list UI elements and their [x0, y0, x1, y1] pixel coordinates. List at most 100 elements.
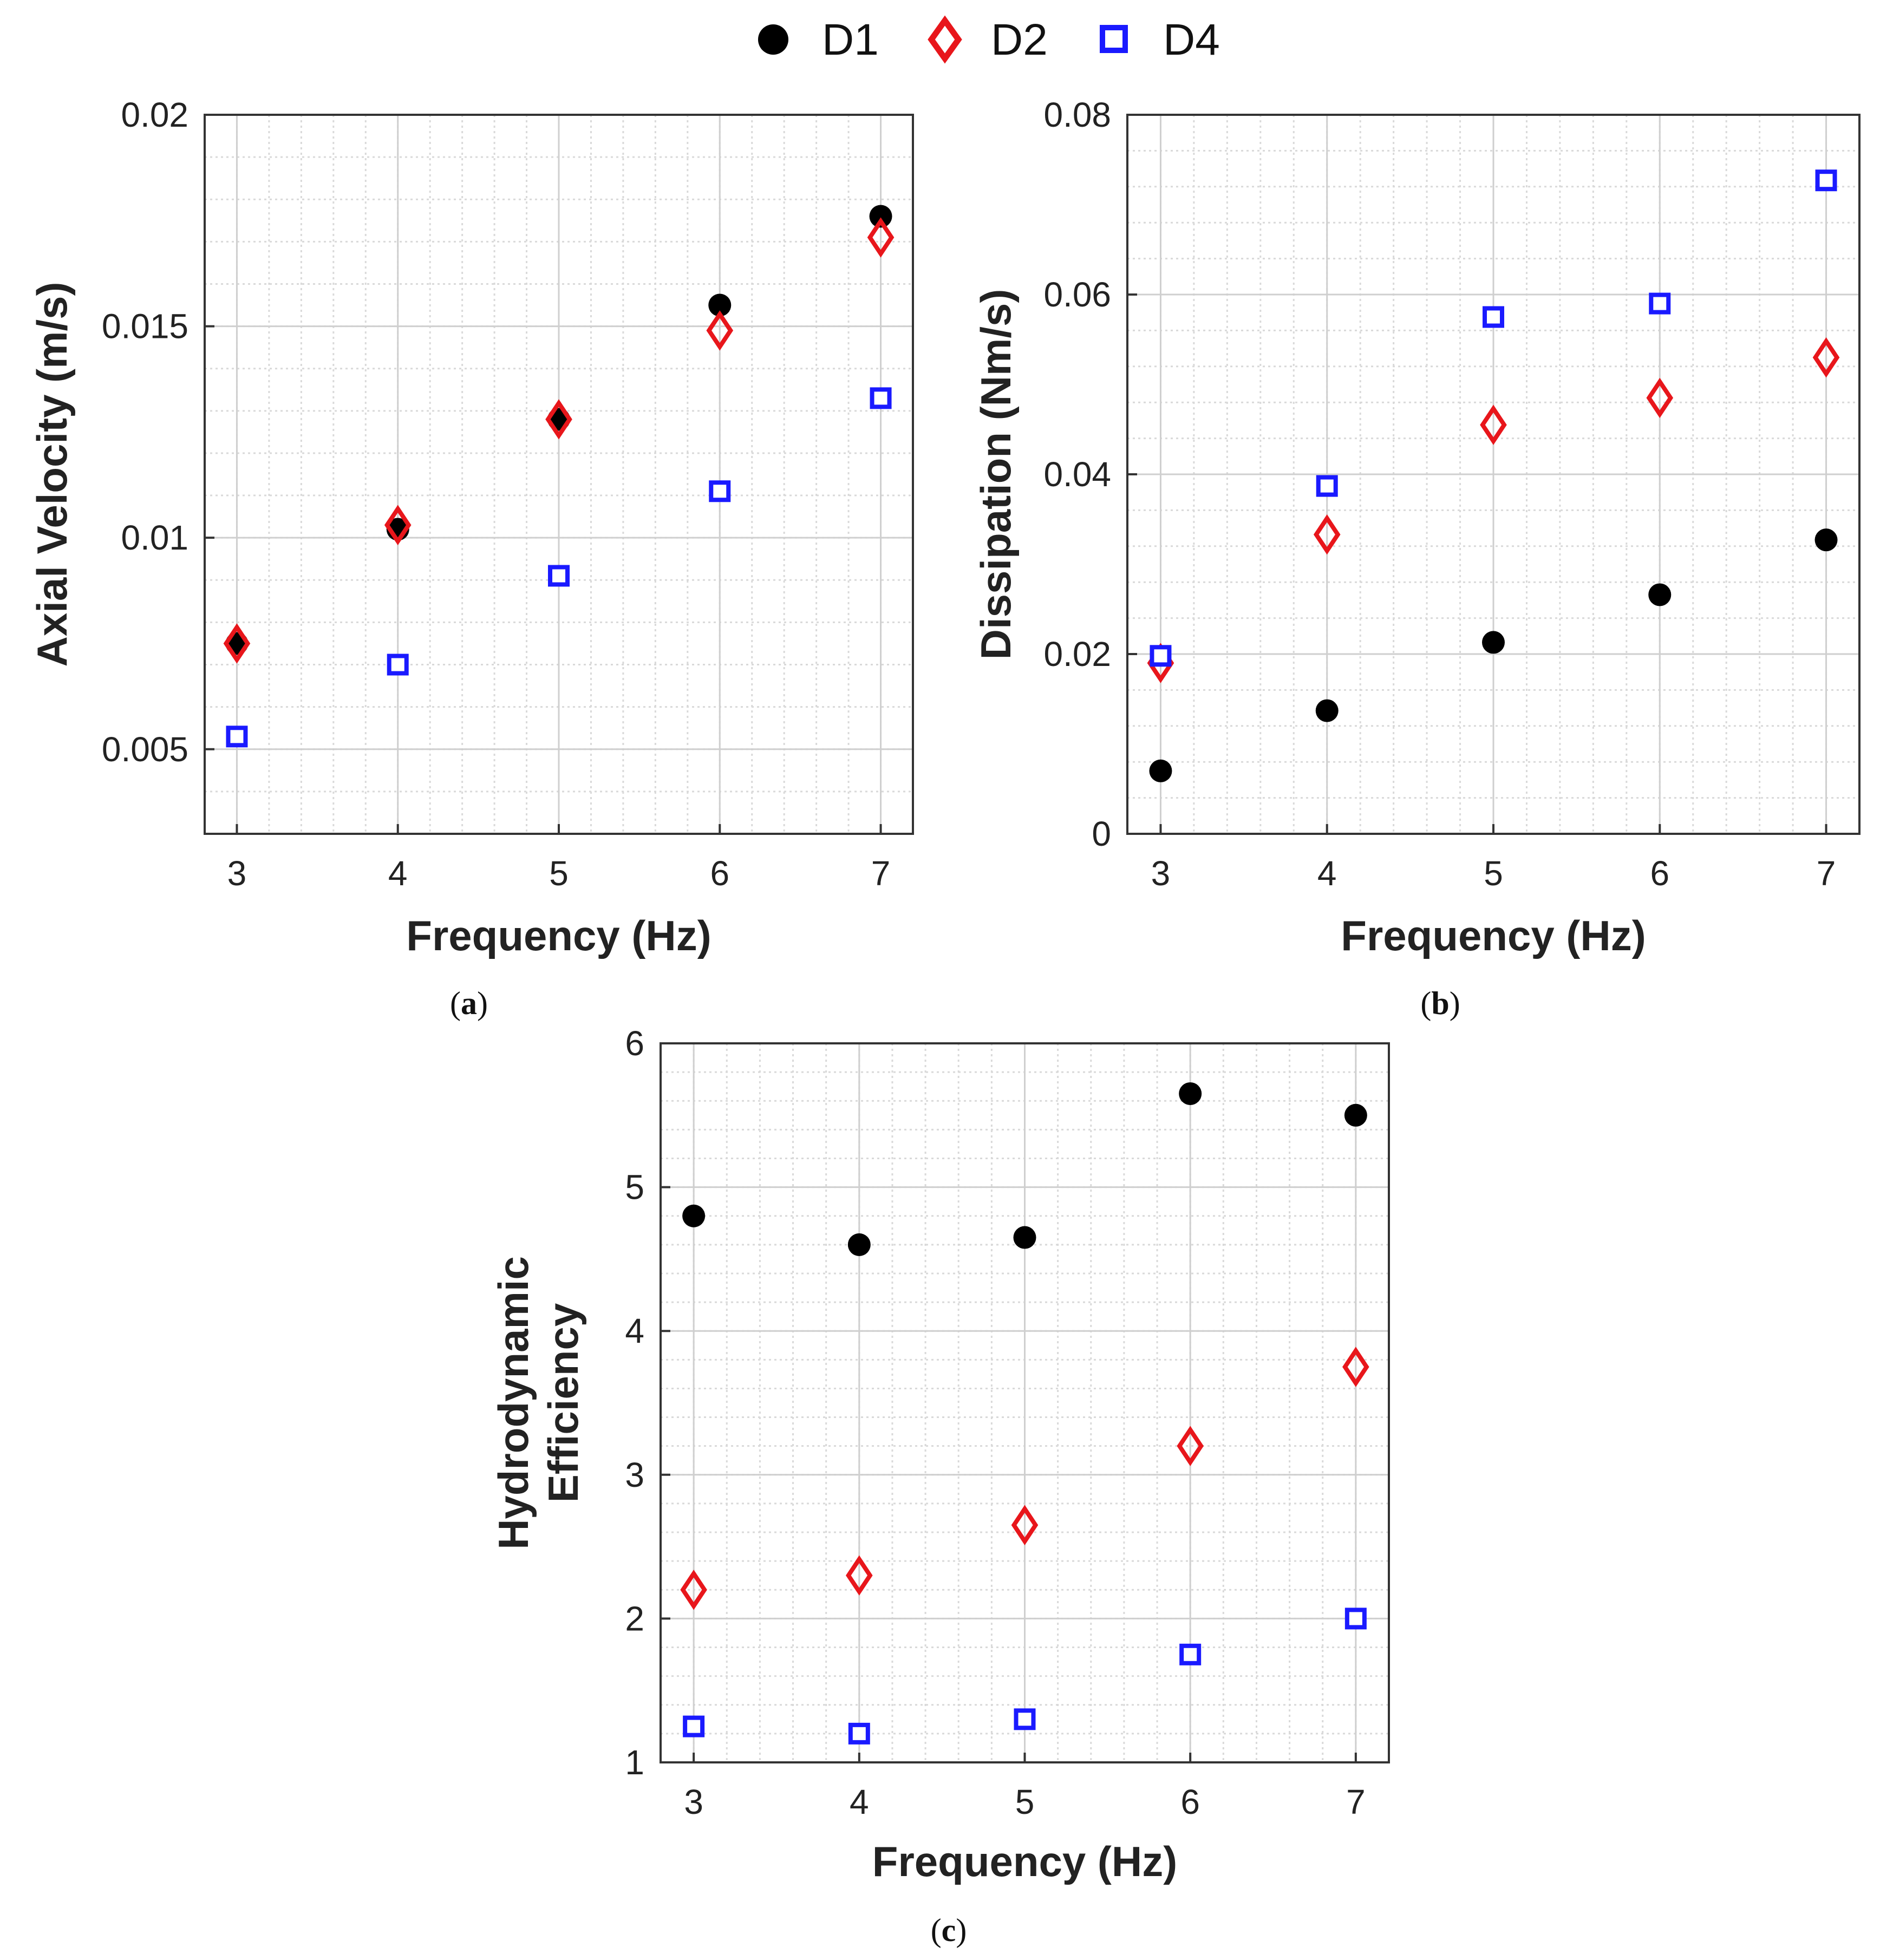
x-tick-label: 4: [388, 854, 408, 893]
legend-item-d2: D2: [928, 15, 1048, 64]
point-d4-7: [1815, 169, 1837, 192]
chart-dissipation: 3 4 5 6 7 0 0.02 0.04 0.06 0.08 Frequency (Hz) Diss…: [972, 95, 1861, 959]
x-tick-label: 7: [1817, 854, 1836, 893]
point-d4-5: [1483, 306, 1504, 328]
panel-tag-c-letter: c: [942, 1912, 956, 1948]
y-tick-label: 0.02: [1043, 635, 1111, 674]
point-d1-6: [1179, 1082, 1202, 1105]
point-d1-4: [1315, 699, 1339, 722]
point-d1-7: [869, 205, 892, 228]
point-d1-7: [1814, 528, 1838, 552]
series-d2: [680, 1347, 1369, 1610]
x-tick-label: 6: [1650, 854, 1669, 893]
point-d2-3: [223, 623, 251, 664]
panel-tag-b-open: (: [1420, 985, 1431, 1021]
y-tick-label: 1: [625, 1743, 644, 1782]
x-tick-label: 7: [1346, 1782, 1366, 1821]
point-d4-6: [1649, 292, 1671, 315]
panel-tag-a: (a): [450, 985, 488, 1021]
point-d2-7: [1812, 337, 1840, 378]
point-d2-7: [867, 217, 895, 258]
y-tick-label: 2: [625, 1599, 644, 1638]
y-tick-label: 0: [1092, 814, 1111, 853]
panel-tag-b-close: ): [1450, 985, 1460, 1021]
point-d1-6: [1648, 583, 1672, 606]
legend: D1 D2 D4: [758, 15, 1220, 64]
y-tick-label: 0.02: [121, 95, 188, 134]
point-d4-6: [709, 480, 731, 502]
y-axis-title-line: Hydrodynamic: [489, 1256, 537, 1550]
x-tick-label: 5: [1484, 854, 1503, 893]
point-d4-3: [683, 1715, 705, 1737]
point-d2-5: [1011, 1505, 1039, 1545]
axis-ticks: 3 4 5 6 7 1 2 3 4 5 6: [625, 1024, 1365, 1821]
point-d2-6: [706, 310, 734, 351]
y-tick-label: 0.04: [1043, 455, 1111, 494]
axis-ticks: 3 4 5 6 7 0 0.02 0.04 0.06 0.08: [1043, 95, 1836, 893]
panel-tag-b: (b): [1420, 985, 1460, 1021]
y-axis-title: Dissipation (Nm/s): [972, 289, 1020, 660]
x-tick-label: 3: [684, 1782, 703, 1821]
legend-label-d4: D4: [1163, 15, 1220, 64]
x-axis-title: Frequency (Hz): [872, 1838, 1177, 1885]
point-d1-5: [1482, 631, 1505, 654]
point-d2-7: [1342, 1347, 1369, 1387]
point-d4-7: [1344, 1608, 1367, 1630]
point-d2-6: [1646, 377, 1674, 419]
panel-tag-c-open: (: [931, 1912, 942, 1948]
legend-item-d4: D4: [1100, 15, 1220, 64]
panel-tag-a-letter: a: [461, 985, 477, 1021]
legend-item-d1: D1: [758, 15, 879, 64]
point-d2-3: [680, 1570, 707, 1610]
axis-ticks: 3 4 5 6 7 0.005 0.01 0.015 0.02: [102, 95, 890, 893]
x-tick-label: 5: [1015, 1782, 1035, 1821]
panel-tag-c: (c): [931, 1912, 967, 1948]
y-tick-label: 6: [625, 1024, 644, 1063]
x-tick-label: 3: [1151, 854, 1171, 893]
point-d2-5: [1480, 404, 1507, 445]
series-d1: [1149, 528, 1838, 782]
point-d1-5: [1013, 1226, 1036, 1249]
y-tick-label: 3: [625, 1455, 644, 1494]
x-tick-label: 7: [871, 854, 891, 893]
panel-tag-a-close: ): [477, 985, 488, 1021]
point-d4-4: [1316, 475, 1338, 497]
series-d4: [683, 1608, 1367, 1745]
legend-marker-d2-icon: [928, 15, 962, 64]
y-tick-label: 4: [625, 1311, 644, 1350]
series-d1: [682, 1082, 1367, 1256]
panel-tag-a-open: (: [450, 985, 461, 1021]
y-tick-label: 0.015: [102, 307, 188, 346]
point-d4-4: [848, 1722, 870, 1745]
y-tick-label: 0.01: [121, 518, 188, 557]
y-tick-label: 0.06: [1043, 275, 1111, 314]
y-tick-label: 0.005: [102, 730, 188, 769]
point-d4-5: [548, 565, 570, 587]
point-d1-3: [682, 1204, 706, 1227]
point-d1-7: [1344, 1103, 1367, 1127]
point-d2-5: [545, 399, 572, 440]
y-tick-label: 5: [625, 1168, 644, 1207]
point-d4-5: [1014, 1708, 1036, 1730]
point-d2-6: [1177, 1426, 1204, 1466]
y-axis-title: HydrodynamicEfficiency: [489, 1256, 587, 1550]
x-tick-label: 3: [227, 854, 247, 893]
point-d2-4: [384, 505, 412, 545]
legend-label-d1: D1: [822, 15, 879, 64]
point-d4-6: [1179, 1643, 1202, 1665]
point-d2-4: [846, 1555, 873, 1596]
point-d4-3: [1150, 645, 1172, 667]
y-tick-label: 0.08: [1043, 95, 1111, 134]
y-axis-title: Axial Velocity (m/s): [28, 282, 76, 667]
x-tick-label: 6: [710, 854, 729, 893]
point-d1-3: [1149, 759, 1172, 782]
point-d4-4: [387, 654, 409, 676]
point-d2-4: [1313, 514, 1341, 555]
point-d4-3: [226, 726, 248, 748]
series-d4: [1150, 169, 1837, 667]
legend-label-d2: D2: [991, 15, 1048, 64]
y-axis-title-line: Efficiency: [539, 1303, 587, 1502]
x-tick-label: 4: [850, 1782, 869, 1821]
